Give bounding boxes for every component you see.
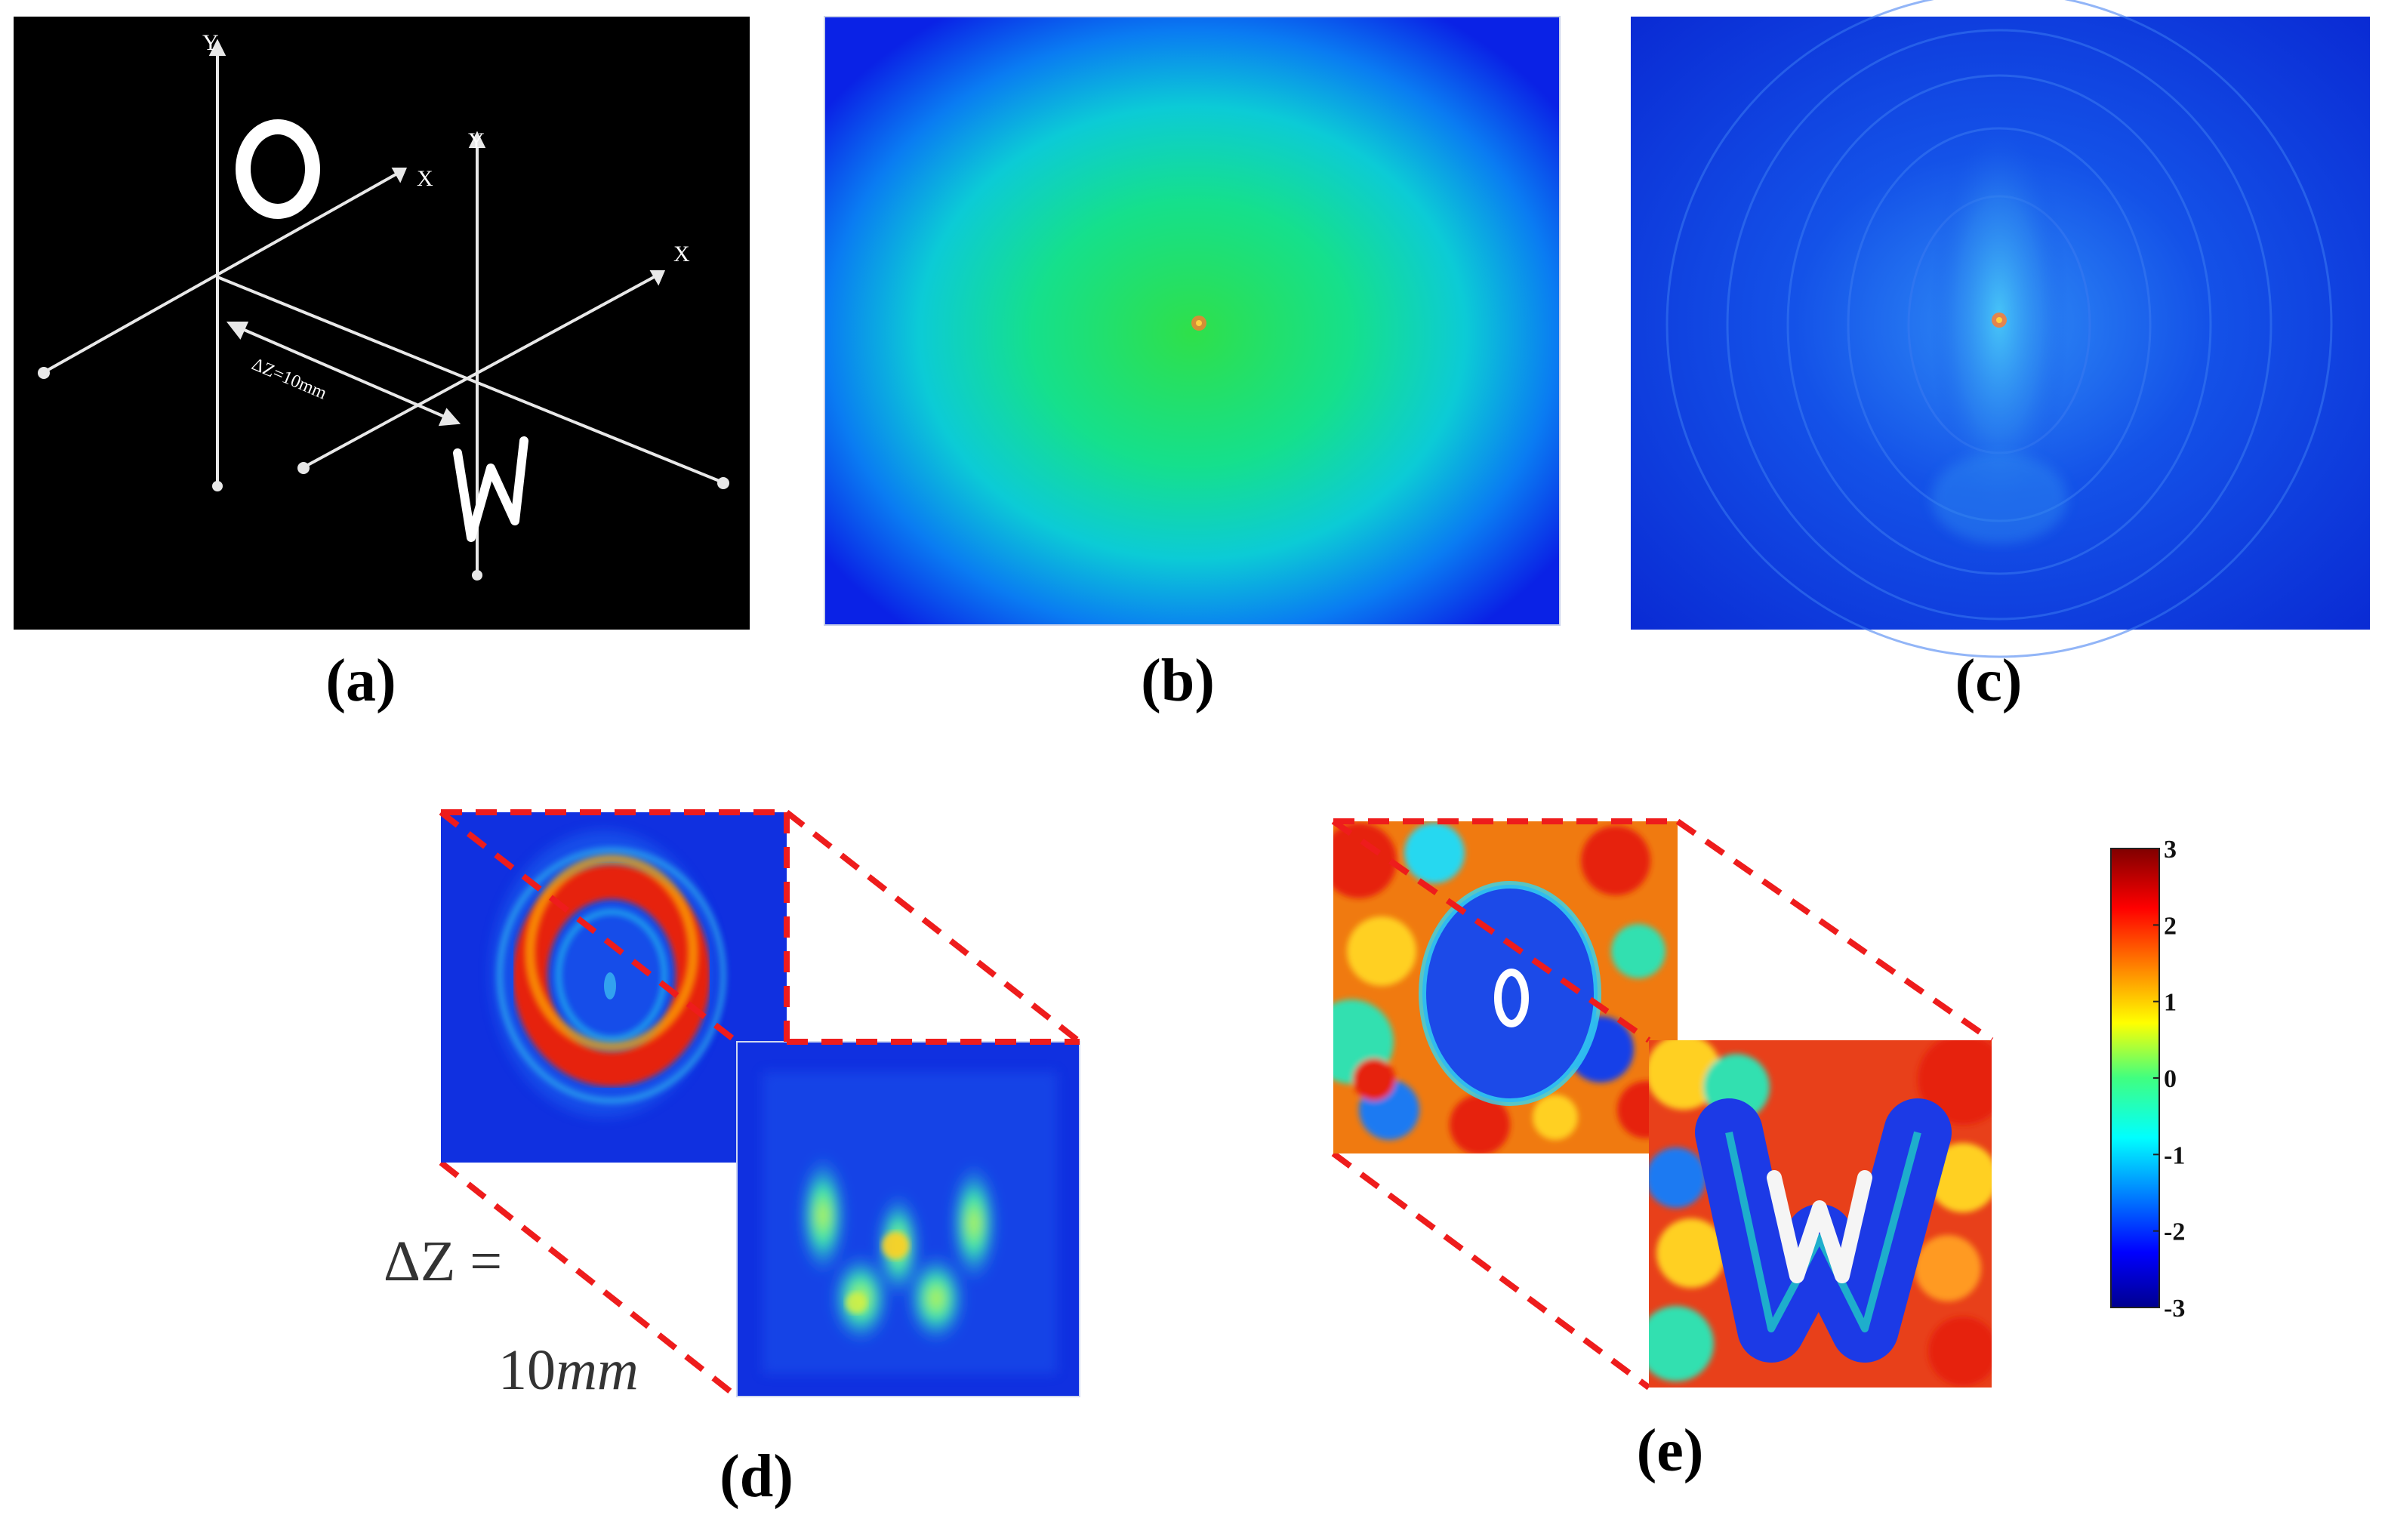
perspective-guides bbox=[439, 809, 1082, 1400]
panel-d: ΔZ = 10mm bbox=[384, 809, 1082, 1402]
caption-e: (e) bbox=[1637, 1418, 1704, 1484]
colorbar-tick-label: -2 bbox=[2164, 1218, 2185, 1246]
panel-c bbox=[1631, 0, 2370, 658]
panel-a-background bbox=[14, 17, 750, 630]
axis-x-label-1: X bbox=[417, 166, 433, 191]
axis-y-label-2: Y bbox=[468, 128, 485, 153]
colorbar bbox=[2110, 848, 2160, 1308]
caption-b: (b) bbox=[1141, 648, 1215, 714]
letter-w-label: W bbox=[0, 0, 1, 1]
panel-b bbox=[824, 16, 1561, 626]
axis-x-label-2: X bbox=[673, 242, 690, 266]
colorbar-tick-label: 2 bbox=[2164, 912, 2177, 940]
phase-o-image bbox=[1333, 821, 1678, 1153]
letter-o-shape bbox=[236, 119, 320, 219]
caption-a: (a) bbox=[325, 648, 396, 714]
colorbar-ticks: 3 2 1 0 -1 -2 -3 bbox=[2153, 836, 2185, 1323]
caption-d: (d) bbox=[720, 1443, 793, 1510]
colorbar-tick-label: 3 bbox=[2164, 836, 2177, 864]
delta-z-number: 10 bbox=[498, 1338, 556, 1402]
perspective-guides bbox=[1331, 1150, 1651, 1391]
colorbar-tick-label: 1 bbox=[2164, 989, 2177, 1017]
panel-e bbox=[1331, 818, 2160, 1391]
amplitude-o-image bbox=[441, 812, 787, 1163]
colorbar-tick-label: -3 bbox=[2164, 1295, 2185, 1323]
delta-z-label: ΔZ = bbox=[384, 1230, 502, 1293]
delta-z-value: 10mm bbox=[498, 1338, 639, 1402]
axis-y-label-1: Y bbox=[202, 30, 219, 55]
amplitude-w-image bbox=[737, 1042, 1080, 1397]
letter-o-label: O bbox=[0, 0, 1, 1]
letter-w-shape bbox=[453, 436, 528, 542]
caption-c: (c) bbox=[1955, 648, 2023, 714]
colorbar-tick-label: 0 bbox=[2164, 1065, 2177, 1093]
colorbar-tick-label: -1 bbox=[2164, 1141, 2185, 1169]
panel-a: O W Y X Y X ΔZ=10mm bbox=[0, 0, 750, 630]
axes-diagram bbox=[38, 38, 729, 581]
delta-z-unit: mm bbox=[556, 1338, 639, 1402]
phase-w-image bbox=[1649, 1040, 1992, 1388]
